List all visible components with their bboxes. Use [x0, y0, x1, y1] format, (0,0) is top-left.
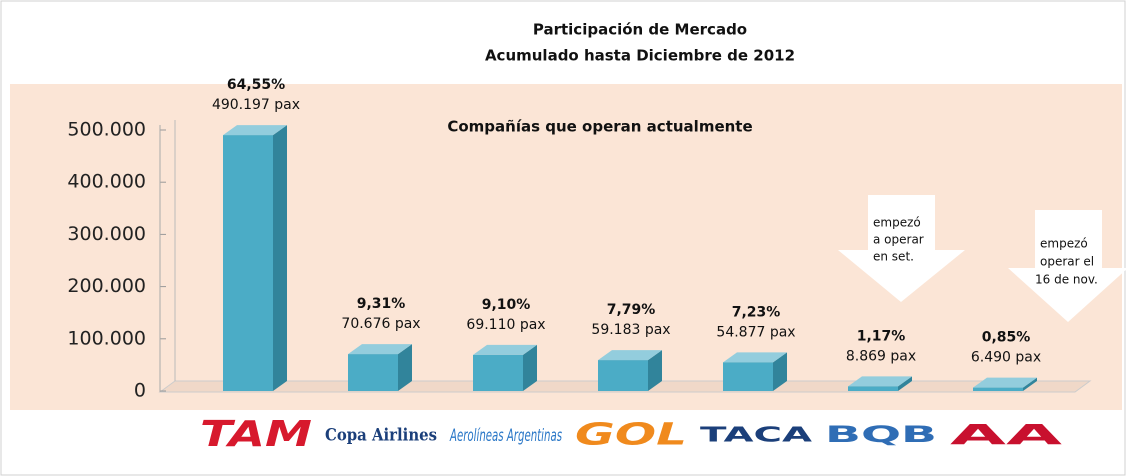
bar-side [773, 352, 787, 391]
y-tick-label: 0 [134, 380, 146, 402]
y-tick-label: 100.000 [67, 327, 146, 349]
chart-subtitle: Acumulado hasta Diciembre de 2012 [485, 47, 795, 65]
value-label: 54.877 pax [716, 324, 795, 340]
bar [598, 360, 648, 391]
bar-top [223, 125, 287, 136]
category-logo: GOL [575, 418, 687, 453]
annotation: operar el [1040, 255, 1094, 269]
share-label: 64,55% [227, 77, 285, 93]
arrow [1008, 210, 1126, 322]
value-label: 59.183 pax [591, 322, 670, 338]
annotation: en set. [873, 250, 914, 264]
category-logo: Copa Airlines [325, 426, 437, 446]
bar-top [723, 352, 787, 363]
value-label: 69.110 pax [466, 317, 545, 333]
plot-background [10, 84, 1122, 410]
bar-top [848, 376, 912, 387]
category-logo: AA [950, 418, 1063, 451]
category-logo: BQB [825, 423, 937, 448]
bar [348, 354, 398, 391]
y-tick-label: 300.000 [67, 223, 146, 245]
value-label: 490.197 pax [212, 97, 300, 113]
share-label: 7,23% [732, 304, 781, 320]
value-label: 8.869 pax [846, 348, 916, 364]
annotation: Compañías que operan actualmente [447, 118, 752, 136]
bar [473, 354, 523, 391]
value-label: 70.676 pax [341, 316, 420, 332]
share-label: 1,17% [857, 328, 906, 344]
annotation: empezó [1040, 237, 1088, 251]
share-label: 9,31% [357, 296, 406, 312]
value-label: 6.490 pax [971, 350, 1041, 366]
share-label: 9,10% [482, 297, 531, 313]
share-label: 0,85% [982, 330, 1031, 346]
annotation: empezó [873, 216, 921, 230]
y-tick-label: 400.000 [67, 171, 146, 193]
chart-title: Participación de Mercado [533, 21, 747, 39]
annotation: a operar [873, 233, 924, 247]
category-logo: TACA [700, 423, 813, 447]
bar [223, 135, 273, 391]
bar-side [523, 344, 537, 391]
y-tick-label: 500.000 [67, 119, 146, 141]
bar-side [273, 125, 287, 392]
bar-top [348, 344, 412, 355]
annotation: 16 de nov. [1035, 273, 1098, 287]
bar-top [598, 350, 662, 361]
y-tick-label: 200.000 [67, 275, 146, 297]
share-label: 7,79% [607, 302, 656, 318]
bar-side [398, 344, 412, 391]
bar [973, 387, 1023, 391]
bar-top [473, 344, 537, 355]
bar-side [648, 350, 662, 391]
bar-side [898, 376, 912, 391]
bar [723, 362, 773, 391]
arrow [838, 195, 965, 302]
bar-top [973, 377, 1037, 388]
category-logo: Aerolíneas Argentinas [449, 426, 562, 446]
category-logo: TAM [200, 414, 312, 455]
bar-side [1023, 377, 1037, 391]
bar [848, 386, 898, 391]
